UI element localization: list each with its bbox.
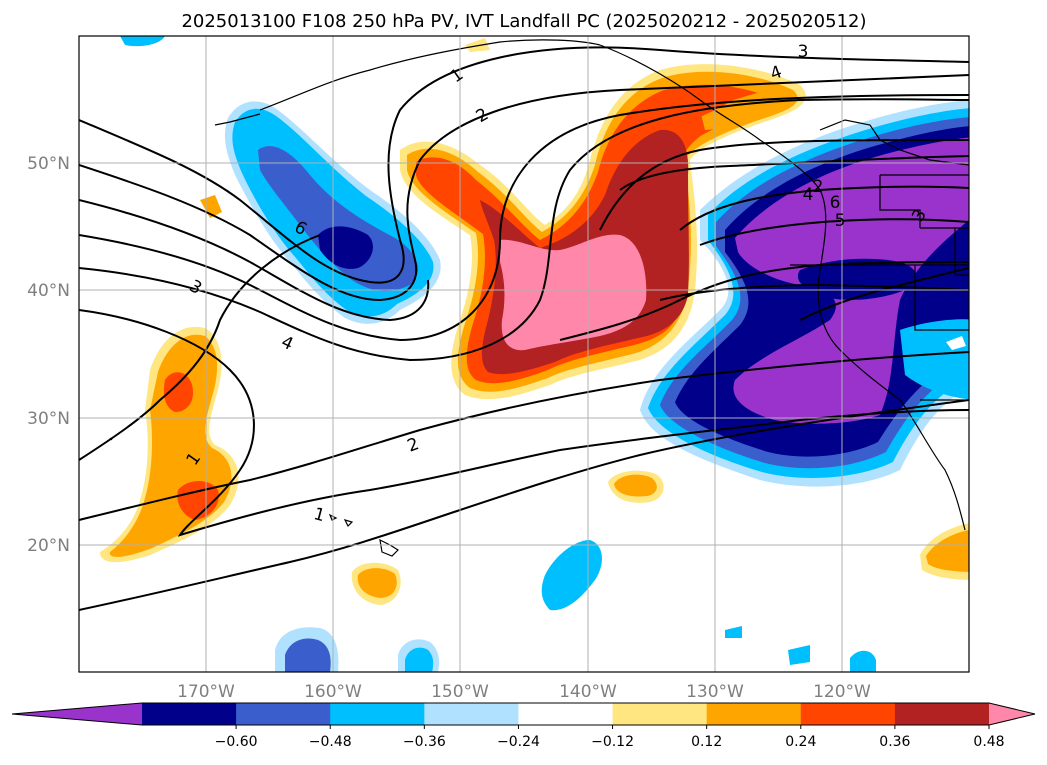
lon-label: 160°W: [304, 682, 362, 702]
colorbar-extend-low: [12, 703, 142, 725]
contour-label: 6: [830, 193, 841, 213]
lon-label: 130°W: [686, 682, 744, 702]
colorbar-extend-high: [989, 703, 1035, 725]
lon-label: 170°W: [177, 682, 235, 702]
contour-label: 3: [798, 42, 809, 62]
gridlines: [79, 36, 969, 672]
coastlines: [109, 39, 969, 557]
map-area: 3 4 1 2 6 3 4 2 1 1 2 4 6 5 3: [79, 36, 969, 672]
colorbar-segment: [800, 703, 896, 725]
contour-label: 5: [835, 211, 846, 231]
lat-label: 30°N: [27, 409, 70, 429]
colorbar-tick-label: −0.24: [497, 734, 540, 750]
colorbar: −0.60 −0.48 −0.36 −0.24 −0.12 0.12 0.24 0.36 0.4…: [11, 702, 1036, 750]
colorbar-tick-label: 0.48: [973, 734, 1004, 750]
map-title: 2025013100 F108 250 hPa PV, IVT Landfall…: [181, 11, 866, 32]
colorbar-tick-label: 0.24: [785, 734, 816, 750]
colorbar-segment: [706, 703, 802, 725]
colorbar-tick-label: 0.36: [879, 734, 910, 750]
contour-label: 2: [813, 177, 824, 197]
lat-label: 20°N: [27, 536, 70, 556]
colorbar-segment: [424, 703, 519, 725]
contour-label: 4: [803, 185, 814, 205]
colorbar-segment: [142, 703, 237, 725]
lon-label: 150°W: [431, 682, 489, 702]
lon-label: 120°W: [813, 682, 871, 702]
colorbar-segment: [330, 703, 425, 725]
contour-lines: [79, 46, 969, 611]
colorbar-tick-label: 0.12: [691, 734, 722, 750]
longitude-labels: 170°W 160°W 150°W 140°W 130°W 120°W: [177, 682, 871, 702]
colorbar-tick-label: −0.60: [215, 734, 258, 750]
colorbar-segment: [518, 703, 614, 725]
lat-label: 40°N: [27, 281, 70, 301]
colorbar-tick-label: −0.36: [403, 734, 446, 750]
colorbar-segment: [894, 703, 990, 725]
colorbar-outline: [11, 702, 1036, 726]
colorbar-segment: [612, 703, 708, 725]
lon-label: 140°W: [559, 682, 617, 702]
lat-label: 50°N: [27, 154, 70, 174]
contour-label: 1: [311, 504, 327, 526]
colorbar-tick-label: −0.48: [309, 734, 352, 750]
latitude-labels: 50°N 40°N 30°N 20°N: [27, 154, 70, 556]
map-frame: [78, 35, 970, 673]
colorbar-tick-label: −0.12: [591, 734, 634, 750]
colorbar-segment: [236, 703, 331, 725]
